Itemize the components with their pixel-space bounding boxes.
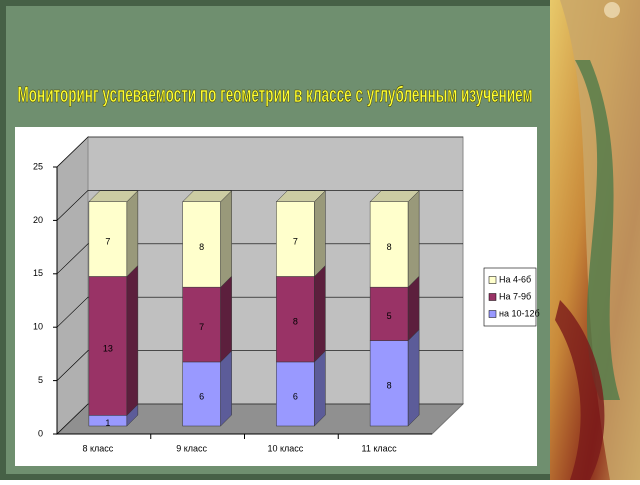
bar-segment bbox=[182, 201, 221, 288]
y-tick-label: 25 bbox=[33, 161, 43, 171]
slide-title: Мониторинг успеваемости по геометрии в к… bbox=[18, 82, 533, 107]
bar-segment bbox=[276, 276, 315, 363]
bar-segment bbox=[88, 201, 128, 277]
plot: 0 5 10 15 20 25 8 класс 1 13 7 9 класс 6 7 8 10 класс 6… bbox=[33, 135, 540, 453]
data-label: 8 bbox=[387, 381, 392, 391]
grid-line bbox=[56, 350, 463, 381]
bar-side bbox=[126, 190, 139, 278]
bar-side bbox=[220, 190, 232, 288]
bar-segment bbox=[369, 340, 409, 427]
legend-swatch bbox=[488, 276, 497, 284]
y-tick-label: 0 bbox=[38, 428, 43, 438]
bar-top bbox=[182, 190, 233, 202]
bar-segment bbox=[182, 361, 221, 427]
bar-side bbox=[220, 350, 232, 427]
bar-side bbox=[314, 350, 326, 427]
bar-top bbox=[369, 190, 420, 202]
bar-segment bbox=[88, 276, 128, 416]
x-tick-label: 10 класс bbox=[267, 443, 303, 453]
y-tick-label: 10 bbox=[33, 322, 43, 332]
data-label: 6 bbox=[199, 391, 204, 401]
bar-side bbox=[314, 264, 326, 363]
legend-swatch bbox=[488, 310, 497, 318]
x-tick-label: 9 класс bbox=[176, 443, 207, 453]
side-wall bbox=[56, 135, 89, 436]
data-label: 7 bbox=[293, 236, 298, 246]
data-label: 7 bbox=[199, 322, 204, 332]
legend: на 10-12б На 7-9б На 4-6б bbox=[483, 267, 540, 327]
data-label: 6 bbox=[293, 391, 298, 401]
data-label: 8 bbox=[199, 242, 204, 252]
grid-line bbox=[56, 136, 463, 168]
grid-line bbox=[56, 190, 463, 221]
bar-segment bbox=[369, 286, 409, 341]
bar-side bbox=[126, 264, 139, 416]
data-label: 13 bbox=[103, 343, 113, 353]
grid-line bbox=[56, 296, 463, 328]
bar-side bbox=[220, 275, 232, 363]
legend-label: На 7-9б bbox=[499, 291, 531, 301]
grid-line bbox=[56, 243, 463, 275]
bar-segment bbox=[276, 361, 315, 427]
y-tick-label: 5 bbox=[38, 375, 43, 385]
y-tick-label: 15 bbox=[33, 268, 43, 278]
y-tick-label: 20 bbox=[33, 215, 43, 225]
bar-side bbox=[407, 328, 420, 427]
bar-top bbox=[275, 190, 326, 202]
data-label: 5 bbox=[387, 311, 392, 321]
bar-top bbox=[88, 190, 139, 202]
bar-side bbox=[407, 190, 420, 288]
data-label: 8 bbox=[387, 242, 392, 252]
grid-line bbox=[56, 403, 463, 435]
data-label: 7 bbox=[105, 236, 110, 246]
data-label: 1 bbox=[105, 418, 110, 428]
legend-label: На 4-6б bbox=[499, 274, 531, 284]
decoration bbox=[550, 0, 640, 480]
x-tick-label: 8 класс bbox=[82, 443, 113, 453]
legend-swatch bbox=[488, 293, 497, 301]
legend-label: на 10-12б bbox=[499, 308, 540, 318]
bar-side bbox=[314, 190, 326, 278]
data-label: 8 bbox=[293, 317, 298, 327]
x-tick-label: 11 класс bbox=[362, 443, 398, 453]
